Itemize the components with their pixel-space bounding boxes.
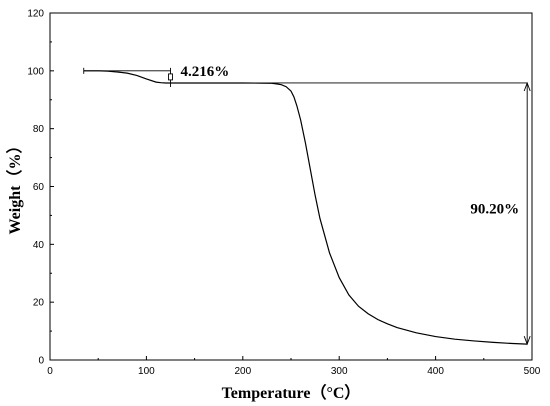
x-tick-label: 400 [427, 366, 444, 377]
y-tick-label: 20 [33, 298, 45, 309]
annotation-arrow-up [523, 81, 531, 92]
y-tick-label: 80 [33, 124, 45, 135]
axis-ticks: 0 100 200 300 400 500 0 20 40 60 80 100 120 [27, 9, 540, 378]
annotation-label-step1: 4.216% [181, 64, 230, 80]
weight-curve [83, 70, 528, 345]
x-tick-label: 500 [524, 366, 541, 377]
y-tick-label: 40 [33, 240, 45, 251]
y-tick-label: 0 [38, 356, 44, 367]
plot-frame [49, 12, 533, 361]
x-tick-label: 100 [138, 366, 155, 377]
x-tick-label: 200 [234, 366, 251, 377]
x-axis-label: Temperature（°C） [222, 384, 361, 402]
annotations: 4.216% 90.20% [83, 64, 531, 346]
annotation-step-marker [168, 73, 173, 81]
annotation-arrow-down [523, 335, 531, 346]
annotation-label-step2: 90.20% [470, 202, 519, 218]
y-tick-label: 120 [27, 9, 44, 20]
x-tick-label: 0 [47, 366, 53, 377]
y-axis-label: Weight（%） [6, 138, 24, 235]
y-tick-label: 100 [27, 66, 44, 77]
y-tick-label: 60 [33, 182, 45, 193]
x-tick-label: 300 [331, 366, 348, 377]
